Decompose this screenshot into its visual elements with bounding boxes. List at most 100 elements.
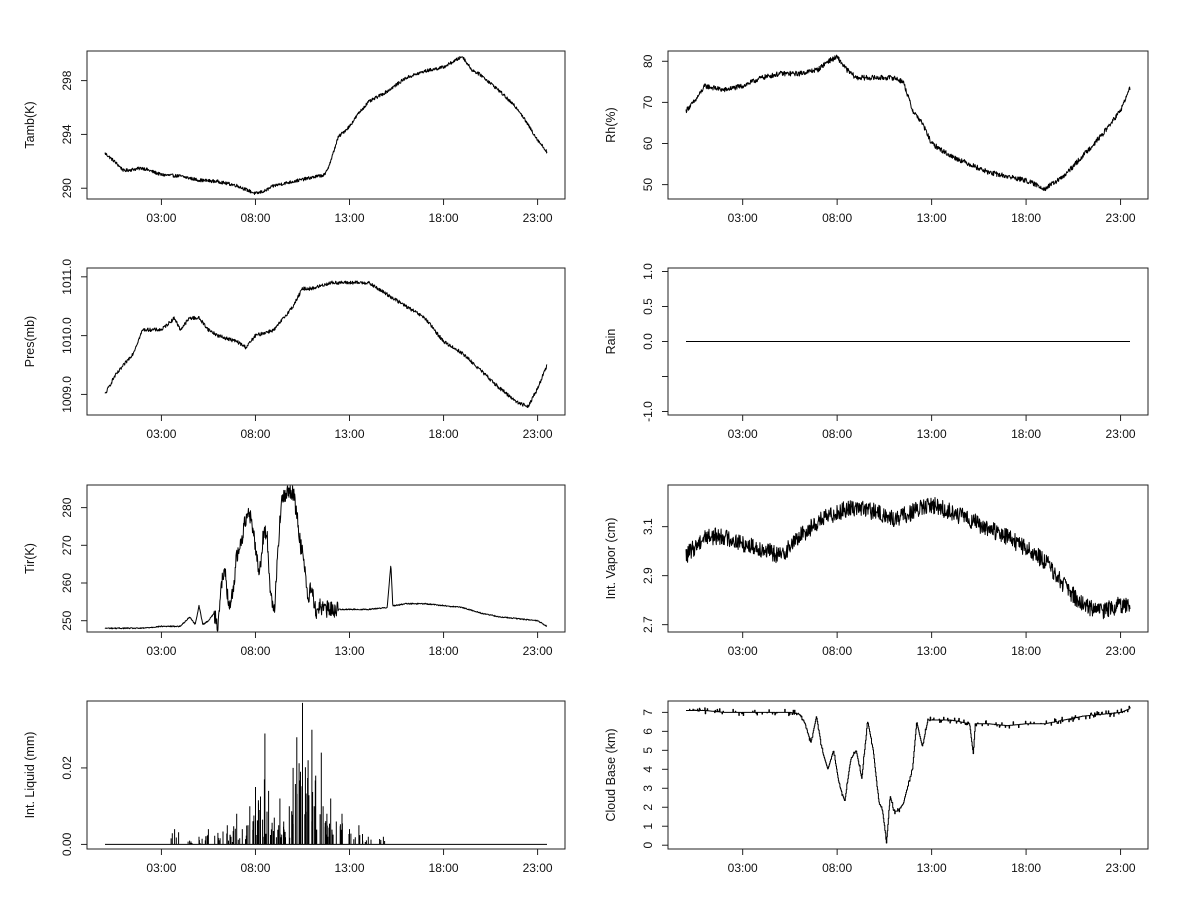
pres-x-tick-label: 08:00 <box>240 427 270 441</box>
tamb-x-tick-label: 23:00 <box>523 211 553 225</box>
cloudbase-y-axis-label: Cloud Base (km) <box>604 728 618 821</box>
pres-y-axis-label: Pres(mb) <box>23 316 37 367</box>
liquid-x-tick-label: 03:00 <box>146 861 176 875</box>
vapor-x-tick-label: 03:00 <box>728 644 758 658</box>
rh-y-tick-label: 60 <box>641 137 655 151</box>
tir-y-tick-label: 260 <box>60 573 74 593</box>
vapor-x-tick-label: 08:00 <box>822 644 852 658</box>
rain-y-tick-label: 1.0 <box>641 263 655 280</box>
tir-x-tick-label: 08:00 <box>240 644 270 658</box>
rh-y-tick-label: 80 <box>641 54 655 68</box>
cloudbase-y-tick-label: 3 <box>641 785 655 792</box>
tamb-y-tick-label: 290 <box>60 178 74 198</box>
rh-x-tick-label: 13:00 <box>917 211 947 225</box>
panel-rain: 03:00 08:00 13:00 18:00 23:00 -1.0 0.0 0.5 1.0 Ra… <box>604 263 1149 441</box>
vapor-plot-frame <box>667 484 1149 633</box>
pres-y-tick-label: 1011.0 <box>60 259 74 295</box>
tamb-x-tick-label: 08:00 <box>240 211 270 225</box>
tamb-series-line <box>104 56 548 195</box>
tamb-x-tick-label: 18:00 <box>429 211 459 225</box>
rh-x-tick-label: 18:00 <box>1011 211 1041 225</box>
tir-series-line <box>104 485 548 632</box>
liquid-y-tick-label: 0.02 <box>60 756 74 780</box>
rain-x-tick-label: 13:00 <box>917 427 947 441</box>
cloudbase-series-line <box>686 705 1131 844</box>
tir-y-tick-label: 270 <box>60 535 74 555</box>
liquid-y-axis-label: Int. Liquid (mm) <box>23 732 37 819</box>
tir-y-tick-label: 250 <box>60 610 74 630</box>
vapor-x-tick-label: 13:00 <box>917 644 947 658</box>
cloudbase-y-tick-label: 2 <box>641 804 655 811</box>
panel-cloudbase: 03:00 08:00 13:00 18:00 23:00 0 1 2 3 4 5 6 7 Cloud B… <box>604 700 1149 875</box>
cloudbase-y-tick-label: 5 <box>641 747 655 754</box>
pres-y-tick-label: 1009.0 <box>60 376 74 413</box>
liquid-y-tick-label: 0.00 <box>60 832 74 856</box>
cloudbase-x-tick-label: 08:00 <box>822 861 852 875</box>
tamb-y-tick-label: 294 <box>60 124 74 144</box>
rain-y-tick-label: -1.0 <box>641 401 655 422</box>
tir-y-tick-label: 280 <box>60 497 74 517</box>
cloudbase-x-tick-label: 23:00 <box>1106 861 1136 875</box>
pres-x-tick-label: 13:00 <box>334 427 364 441</box>
cloudbase-x-tick-label: 03:00 <box>728 861 758 875</box>
pres-x-tick-label: 03:00 <box>146 427 176 441</box>
vapor-y-axis-label: Int. Vapor (cm) <box>604 518 618 600</box>
rain-y-tick-label: 0.0 <box>641 333 655 350</box>
panel-rh: 03:00 08:00 13:00 18:00 23:00 50 60 70 80 Rh(%) <box>604 50 1149 225</box>
cloudbase-y-tick-label: 0 <box>641 842 655 849</box>
vapor-y-tick-label: 2.7 <box>641 616 655 633</box>
vapor-x-tick-label: 23:00 <box>1106 644 1136 658</box>
vapor-series-line <box>685 497 1131 620</box>
panel-pres: 03:00 08:00 13:00 18:00 23:00 1009.0 1010.0 101… <box>23 259 566 441</box>
vapor-x-tick-label: 18:00 <box>1011 644 1041 658</box>
pres-y-tick-label: 1010.0 <box>60 317 74 354</box>
panel-vapor: 03:00 08:00 13:00 18:00 23:00 2.7 2.9 3.1 Int. V… <box>604 484 1149 658</box>
rh-x-tick-label: 23:00 <box>1106 211 1136 225</box>
liquid-x-tick-label: 13:00 <box>334 861 364 875</box>
tir-x-tick-label: 18:00 <box>429 644 459 658</box>
cloudbase-plot-frame <box>667 700 1149 850</box>
rh-x-tick-label: 08:00 <box>822 211 852 225</box>
liquid-series-line <box>105 702 547 845</box>
pres-x-tick-label: 23:00 <box>523 427 553 441</box>
liquid-plot-frame <box>86 700 566 850</box>
rh-series-line <box>685 54 1131 192</box>
panel-tir: 03:00 08:00 13:00 18:00 23:00 250 260 270 280 Tir… <box>23 484 566 658</box>
rain-x-tick-label: 03:00 <box>728 427 758 441</box>
cloudbase-y-tick-label: 6 <box>641 728 655 735</box>
rh-y-tick-label: 70 <box>641 95 655 109</box>
tir-x-tick-label: 13:00 <box>334 644 364 658</box>
rh-plot-frame <box>667 50 1149 200</box>
cloudbase-x-tick-label: 18:00 <box>1011 861 1041 875</box>
tir-x-tick-label: 23:00 <box>523 644 553 658</box>
tamb-x-tick-label: 03:00 <box>146 211 176 225</box>
cloudbase-y-tick-label: 1 <box>641 823 655 830</box>
pres-x-tick-label: 18:00 <box>429 427 459 441</box>
liquid-x-tick-label: 18:00 <box>429 861 459 875</box>
rh-x-tick-label: 03:00 <box>728 211 758 225</box>
panel-tamb: 03:00 08:00 13:00 18:00 23:00 290 294 298 Tamb(K… <box>23 50 566 225</box>
cloudbase-y-tick-label: 4 <box>641 766 655 773</box>
tamb-y-tick-label: 298 <box>60 70 74 90</box>
panel-liquid: 03:00 08:00 13:00 18:00 23:00 0.00 0.02 Int. Li… <box>23 700 566 875</box>
vapor-y-tick-label: 3.1 <box>641 518 655 535</box>
tamb-x-tick-label: 13:00 <box>334 211 364 225</box>
tamb-y-axis-label: Tamb(K) <box>23 101 37 148</box>
tir-x-tick-label: 03:00 <box>146 644 176 658</box>
rain-x-tick-label: 18:00 <box>1011 427 1041 441</box>
tamb-plot-frame <box>86 50 566 200</box>
pres-series-line <box>104 280 548 408</box>
cloudbase-y-tick-label: 7 <box>641 709 655 716</box>
liquid-x-tick-label: 23:00 <box>523 861 553 875</box>
cloudbase-x-tick-label: 13:00 <box>917 861 947 875</box>
rh-y-axis-label: Rh(%) <box>604 107 618 142</box>
liquid-x-tick-label: 08:00 <box>240 861 270 875</box>
tir-y-axis-label: Tir(K) <box>23 543 37 574</box>
pres-plot-frame <box>86 267 566 416</box>
rh-y-tick-label: 50 <box>641 178 655 192</box>
vapor-y-tick-label: 2.9 <box>641 567 655 584</box>
rain-y-axis-label: Rain <box>604 329 618 355</box>
tir-plot-frame <box>86 484 566 633</box>
